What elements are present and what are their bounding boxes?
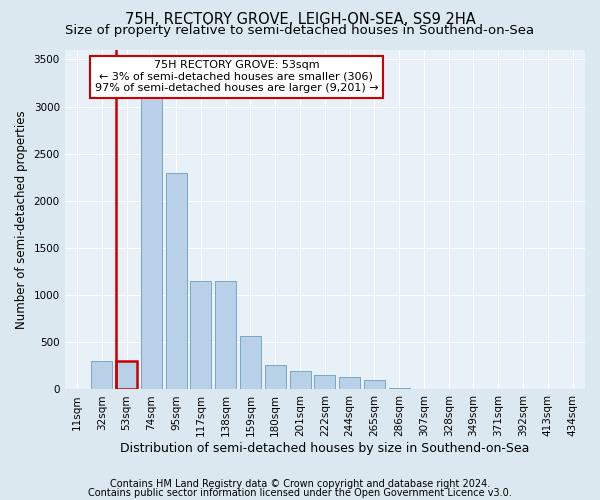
Bar <box>91 361 112 390</box>
Bar <box>364 380 385 390</box>
Bar <box>290 370 311 390</box>
Bar <box>116 361 137 390</box>
Text: Contains HM Land Registry data © Crown copyright and database right 2024.: Contains HM Land Registry data © Crown c… <box>110 479 490 489</box>
Bar <box>215 281 236 390</box>
Y-axis label: Number of semi-detached properties: Number of semi-detached properties <box>15 110 28 329</box>
Text: 75H RECTORY GROVE: 53sqm
← 3% of semi-detached houses are smaller (306)
97% of s: 75H RECTORY GROVE: 53sqm ← 3% of semi-de… <box>95 60 378 94</box>
Bar <box>240 336 261 390</box>
Bar <box>339 377 360 390</box>
Bar <box>166 172 187 390</box>
Bar <box>141 88 162 390</box>
X-axis label: Distribution of semi-detached houses by size in Southend-on-Sea: Distribution of semi-detached houses by … <box>120 442 530 455</box>
Bar <box>314 375 335 390</box>
Text: Contains public sector information licensed under the Open Government Licence v3: Contains public sector information licen… <box>88 488 512 498</box>
Bar <box>67 388 88 390</box>
Text: Size of property relative to semi-detached houses in Southend-on-Sea: Size of property relative to semi-detach… <box>65 24 535 37</box>
Bar <box>389 388 410 390</box>
Bar <box>265 365 286 390</box>
Text: 75H, RECTORY GROVE, LEIGH-ON-SEA, SS9 2HA: 75H, RECTORY GROVE, LEIGH-ON-SEA, SS9 2H… <box>125 12 475 28</box>
Bar <box>190 281 211 390</box>
